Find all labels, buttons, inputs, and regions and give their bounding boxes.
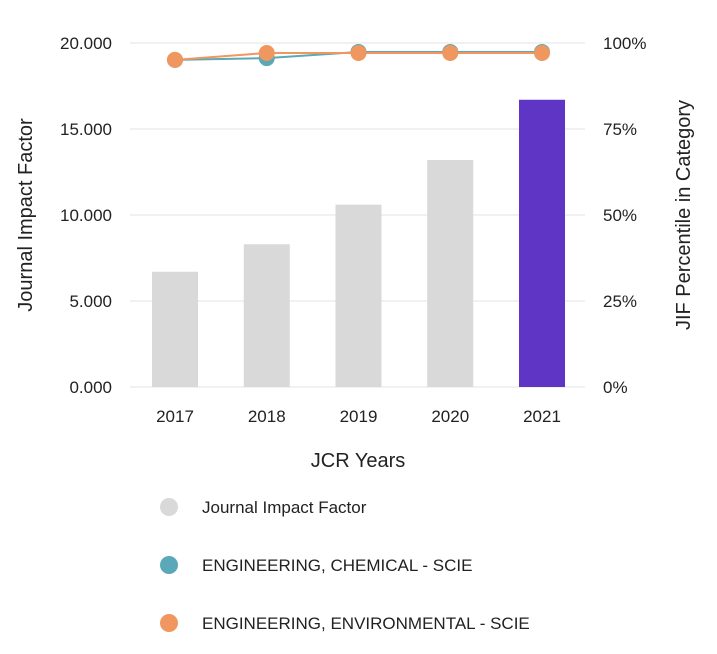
x-axis-label: JCR Years xyxy=(311,450,406,472)
series-1-point-2019 xyxy=(350,44,367,61)
series-1-point-2020 xyxy=(442,44,459,61)
y2-tick-label: 50% xyxy=(603,206,637,225)
legend-marker-chemical xyxy=(160,556,178,574)
y-tick-label: 15.000 xyxy=(60,120,112,139)
y2-tick-label: 75% xyxy=(603,120,637,139)
x-tick-label: 2018 xyxy=(248,407,286,426)
y2-tick-label: 100% xyxy=(603,34,646,53)
y-tick-label: 0.000 xyxy=(69,378,112,397)
y2-tick-label: 0% xyxy=(603,378,628,397)
x-tick-label: 2021 xyxy=(523,407,561,426)
x-tick-label: 2017 xyxy=(156,407,194,426)
legend-label-chemical: ENGINEERING, CHEMICAL - SCIE xyxy=(202,556,472,575)
legend-marker-environmental xyxy=(160,614,178,632)
x-tick-label: 2020 xyxy=(431,407,469,426)
y-axis-label: Journal Impact Factor xyxy=(15,118,37,312)
legend-marker-jif xyxy=(160,498,178,516)
y2-tick-label: 25% xyxy=(603,292,637,311)
series-1-point-2018 xyxy=(258,44,275,61)
series-1-point-2021 xyxy=(534,44,550,61)
series-1-point-2017 xyxy=(167,51,183,68)
bar-2021 xyxy=(519,99,565,387)
legend: Journal Impact Factor ENGINEERING, CHEMI… xyxy=(160,498,530,633)
y-tick-label: 10.000 xyxy=(60,206,112,225)
legend-label-environmental: ENGINEERING, ENVIRONMENTAL - SCIE xyxy=(202,614,530,633)
bar-2019 xyxy=(335,204,382,387)
y-tick-label: 20.000 xyxy=(60,34,112,53)
y2-axis-label: JIF Percentile in Category xyxy=(673,100,695,330)
bar-2018 xyxy=(243,244,290,387)
y-tick-label: 5.000 xyxy=(69,292,112,311)
legend-label-jif: Journal Impact Factor xyxy=(202,498,367,517)
bar-2020 xyxy=(427,159,474,387)
x-tick-label: 2019 xyxy=(340,407,378,426)
bar-2017 xyxy=(152,271,198,387)
